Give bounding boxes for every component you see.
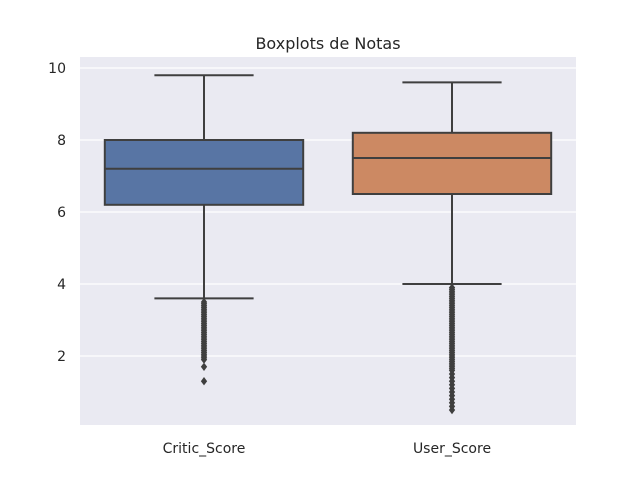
y-tick-label: 8 — [57, 133, 66, 149]
chart-title: Boxplots de Notas — [255, 34, 400, 53]
y-tick-label: 4 — [57, 277, 66, 293]
box-group — [103, 74, 553, 415]
plot-area-background — [80, 57, 576, 425]
box-User_Score — [351, 81, 553, 415]
x-tick-label: User_Score — [413, 441, 491, 457]
y-tick-label: 6 — [57, 205, 66, 221]
outlier-point — [448, 405, 456, 415]
x-tick-label: Critic_Score — [163, 441, 246, 457]
outlier-point — [200, 362, 208, 371]
y-tick-label: 10 — [48, 61, 66, 77]
y-axis-tick-labels: 2 4 6 8 10 — [48, 61, 66, 365]
box-body — [103, 139, 305, 206]
x-axis-tick-labels: Critic_Score User_Score — [163, 441, 491, 457]
y-tick-label: 2 — [57, 349, 66, 365]
box-Critic_Score — [103, 74, 305, 386]
box-body — [351, 131, 553, 196]
outlier-point — [200, 355, 208, 364]
outlier-point — [200, 377, 208, 386]
